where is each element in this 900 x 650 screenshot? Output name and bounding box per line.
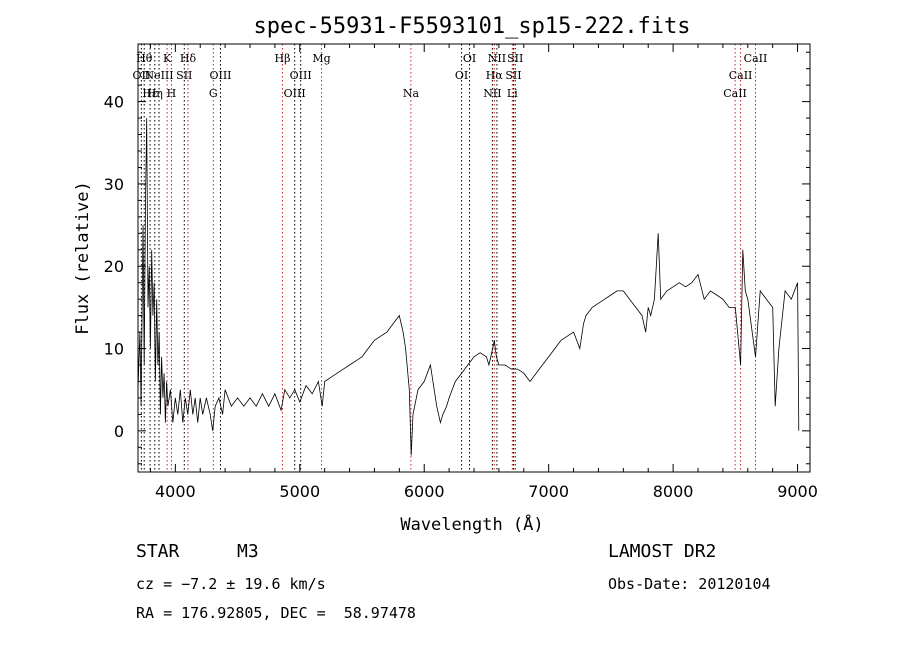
observation-date: Obs-Date: 20120104 bbox=[608, 575, 771, 593]
x-tick-label: 7000 bbox=[528, 482, 569, 501]
spectral-line-label: CaII bbox=[729, 69, 753, 82]
spectrum-series-line bbox=[137, 118, 800, 456]
spectral-line-label: K bbox=[163, 52, 172, 65]
x-tick-label: 5000 bbox=[279, 482, 320, 501]
spectral-line-label: SII bbox=[507, 52, 523, 65]
y-tick-label: 40 bbox=[104, 93, 124, 112]
spectral-line-label: Na bbox=[403, 87, 420, 100]
redshift-cz: cz = −7.2 ± 19.6 km/s bbox=[136, 575, 326, 593]
spectral-line-label: NII bbox=[483, 87, 501, 100]
spectral-line-label: Hα bbox=[486, 69, 504, 82]
spectral-line-label: G bbox=[209, 87, 218, 100]
spectral-line-label: OI bbox=[463, 52, 476, 65]
x-tick-label: 8000 bbox=[653, 482, 694, 501]
ra-dec-coordinates: RA = 176.92805, DEC = 58.97478 bbox=[136, 604, 416, 622]
spectral-line-label: Hθ bbox=[136, 52, 153, 65]
x-tick-label: 9000 bbox=[777, 482, 818, 501]
spectral-line-label: OIII bbox=[290, 69, 312, 82]
spectral-line-label: CaII bbox=[744, 52, 768, 65]
spectral-line-label: CaII bbox=[723, 87, 747, 100]
y-tick-label: 0 bbox=[114, 422, 124, 441]
survey-name: LAMOST DR2 bbox=[608, 541, 717, 562]
y-tick-label: 30 bbox=[104, 175, 124, 194]
spectral-line-label: SII bbox=[505, 69, 521, 82]
spectral-line-label: SII bbox=[176, 69, 192, 82]
spectral-line-label: Hε bbox=[142, 87, 158, 100]
spectral-line-label: Hη bbox=[147, 87, 163, 100]
object-subclass: M3 bbox=[237, 541, 259, 562]
spectral-line-label: OIII bbox=[284, 87, 306, 100]
x-tick-label: 4000 bbox=[155, 482, 196, 501]
object-class: STAR bbox=[136, 541, 180, 562]
x-tick-label: 6000 bbox=[404, 482, 445, 501]
x-axis-label: Wavelength (Å) bbox=[400, 513, 543, 535]
spectral-line-label: OII bbox=[133, 69, 151, 82]
spectral-line-label: Hβ bbox=[275, 52, 291, 65]
spectral-line-label: NII bbox=[488, 52, 506, 65]
y-tick-label: 10 bbox=[104, 340, 124, 359]
spectral-line-label: NeIII bbox=[144, 69, 173, 82]
spectral-line-label: Li bbox=[507, 87, 518, 100]
spectral-line-label: Mg bbox=[312, 52, 330, 65]
spectral-line-label: OI bbox=[455, 69, 468, 82]
plot-frame bbox=[137, 43, 811, 473]
chart-title: spec-55931-F5593101_sp15-222.fits bbox=[253, 14, 690, 39]
y-axis-label: Flux (relative) bbox=[73, 181, 93, 335]
spectral-line-label: H bbox=[167, 87, 177, 100]
y-tick-label: 20 bbox=[104, 257, 124, 276]
spectral-line-label: OIII bbox=[209, 69, 231, 82]
spectral-line-label: Hδ bbox=[180, 52, 197, 65]
